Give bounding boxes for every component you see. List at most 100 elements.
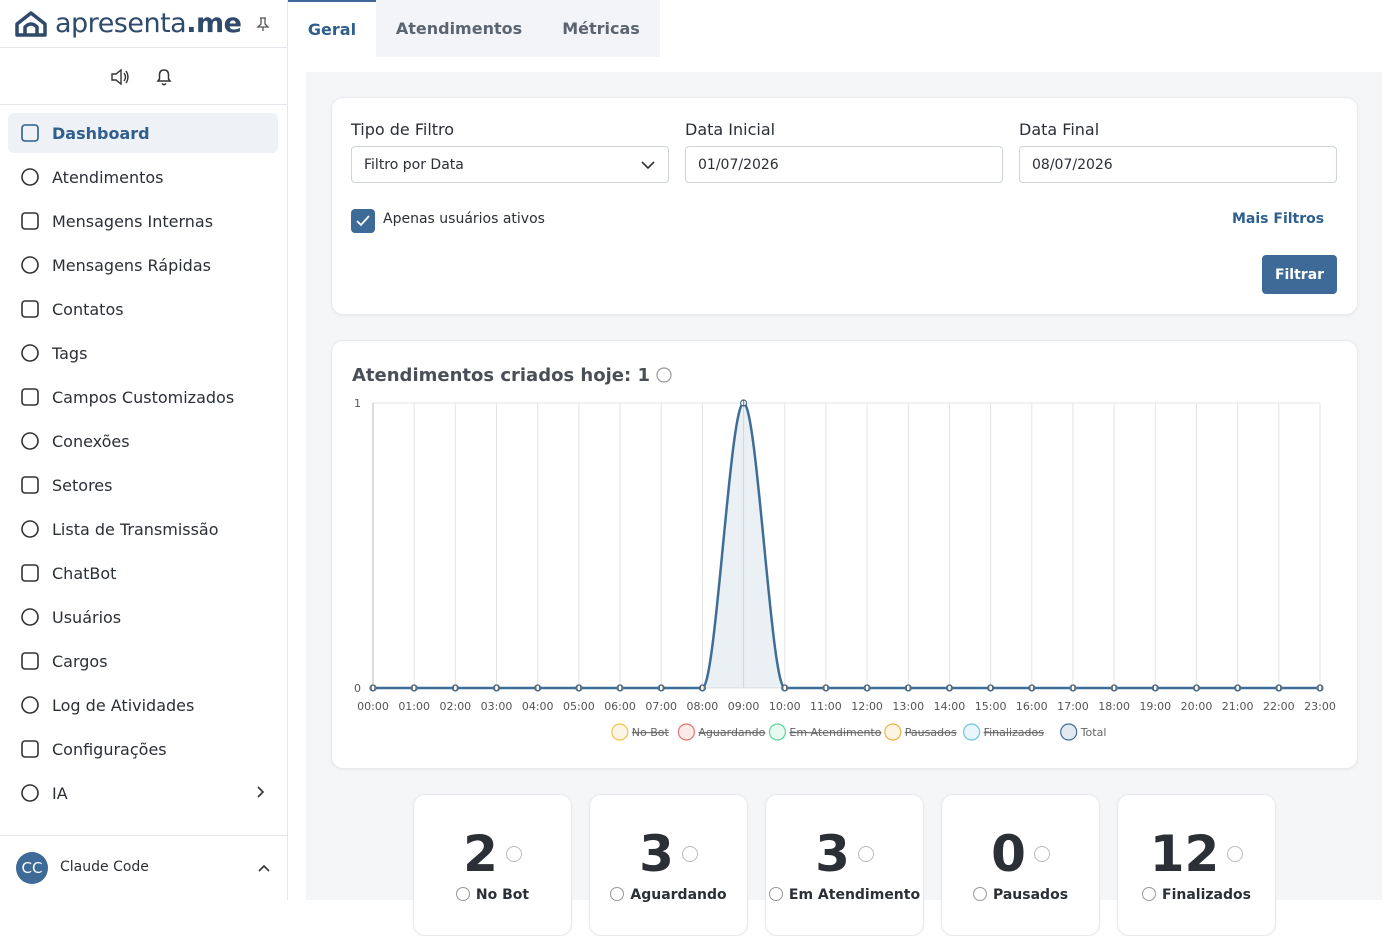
menu-label: Lista de Transmissão bbox=[52, 519, 219, 539]
data-label: 0 bbox=[700, 684, 706, 694]
menu-item[interactable]: Mensagens Rápidas bbox=[8, 245, 278, 285]
menu-item[interactable]: IA bbox=[8, 773, 278, 813]
stat-row: 3 bbox=[590, 825, 747, 883]
menu-item[interactable]: Setores bbox=[8, 465, 278, 505]
divider bbox=[0, 47, 287, 48]
stat-value: 0 bbox=[991, 825, 1026, 883]
stat-icon bbox=[1033, 846, 1050, 862]
area bbox=[373, 403, 1320, 688]
chevron-right bbox=[257, 786, 265, 798]
tab[interactable]: Atendimentos bbox=[376, 0, 542, 57]
menu-icon bbox=[21, 520, 39, 538]
checkbox[interactable] bbox=[351, 209, 375, 233]
data-label: 0 bbox=[1276, 684, 1282, 694]
data-label: 0 bbox=[1235, 684, 1241, 694]
menu-label: Mensagens Rápidas bbox=[52, 255, 211, 275]
menu-item[interactable]: Cargos bbox=[8, 641, 278, 681]
stat-row: 0 bbox=[942, 825, 1099, 883]
filter-button[interactable]: Filtrar bbox=[1262, 255, 1337, 294]
data-label: 0 bbox=[905, 684, 911, 694]
menu-item[interactable]: Atendimentos bbox=[8, 157, 278, 197]
x-tick-label: 19:00 bbox=[1139, 700, 1171, 713]
filter-card: Tipo de Filtro Filtro por Data Data Inic… bbox=[331, 97, 1358, 315]
logo-icon bbox=[15, 11, 47, 37]
bell-icon[interactable] bbox=[155, 67, 173, 87]
chart: Atendimentos criados hoje: 1 0 1 00:00 01:00… bbox=[352, 365, 1336, 741]
more-filters-link[interactable]: Mais Filtros bbox=[1232, 211, 1325, 227]
menu-label: IA bbox=[52, 783, 68, 803]
brand-suffix: .me bbox=[186, 8, 242, 39]
stat-icon bbox=[681, 846, 698, 862]
tab[interactable]: Métricas bbox=[542, 0, 660, 57]
menu-label: Configurações bbox=[52, 739, 167, 759]
menu-label: ChatBot bbox=[52, 563, 117, 583]
x-tick-label: 11:00 bbox=[810, 700, 842, 713]
filter-type-select[interactable]: Filtro por Data bbox=[351, 146, 669, 183]
divider bbox=[0, 835, 287, 836]
legend-marker bbox=[768, 723, 786, 741]
menu-icon bbox=[21, 212, 39, 230]
menu-item[interactable]: Log de Atividades bbox=[8, 685, 278, 725]
menu-item[interactable]: Mensagens Internas bbox=[8, 201, 278, 241]
point bbox=[575, 684, 583, 692]
point bbox=[1151, 684, 1159, 692]
data-label: 0 bbox=[1194, 684, 1200, 694]
menu-icon bbox=[21, 652, 39, 670]
menu-label: Dashboard bbox=[52, 123, 150, 143]
data-label: 0 bbox=[823, 684, 829, 694]
menu-item[interactable]: Configurações bbox=[8, 729, 278, 769]
check-mark bbox=[356, 215, 370, 227]
chevron-up[interactable] bbox=[257, 861, 271, 875]
stat-card: 12 Finalizados bbox=[1117, 794, 1276, 936]
tab[interactable]: Geral bbox=[288, 0, 376, 57]
point bbox=[657, 684, 665, 692]
point bbox=[822, 684, 830, 692]
menu-item[interactable]: Dashboard bbox=[8, 113, 278, 153]
point bbox=[987, 684, 995, 692]
point bbox=[369, 684, 377, 692]
legend-marker bbox=[1060, 723, 1078, 741]
legend-marker bbox=[884, 723, 902, 741]
legend-label: Aguardando bbox=[698, 726, 765, 739]
end-date-input[interactable]: 08/07/2026 bbox=[1019, 146, 1337, 183]
menu-icon bbox=[21, 740, 39, 758]
menu-icon bbox=[21, 256, 39, 274]
select-arrow bbox=[641, 161, 655, 170]
point bbox=[863, 684, 871, 692]
menu-icon bbox=[21, 564, 39, 582]
point bbox=[451, 684, 459, 692]
data-label: 0 bbox=[782, 684, 788, 694]
sidebar: apresenta.me Dashboard Atendimentos Mensag… bbox=[0, 0, 288, 900]
menu-item[interactable]: Campos Customizados bbox=[8, 377, 278, 417]
menu-item[interactable]: ChatBot bbox=[8, 553, 278, 593]
data-label: 0 bbox=[947, 684, 953, 694]
data-label: 0 bbox=[1070, 684, 1076, 694]
menu-item[interactable]: Conexões bbox=[8, 421, 278, 461]
data-label: 0 bbox=[658, 684, 664, 694]
data-label: 0 bbox=[452, 684, 458, 694]
avatar: CC bbox=[16, 852, 48, 884]
menu-item[interactable]: Lista de Transmissão bbox=[8, 509, 278, 549]
stat-label: Pausados bbox=[992, 887, 1069, 903]
pin-icon[interactable] bbox=[255, 16, 271, 32]
menu-icon bbox=[21, 388, 39, 406]
menu-item[interactable]: Tags bbox=[8, 333, 278, 373]
stat-label: Em Atendimento bbox=[788, 887, 921, 903]
sound-icon[interactable] bbox=[110, 68, 130, 86]
stat-row: 12 bbox=[1118, 825, 1275, 883]
menu-label: Setores bbox=[52, 475, 113, 495]
menu-item[interactable]: Usuários bbox=[8, 597, 278, 637]
menu-item[interactable]: Contatos bbox=[8, 289, 278, 329]
stat-card: 3 Em Atendimento bbox=[765, 794, 924, 936]
menu-icon bbox=[21, 608, 39, 626]
x-tick-label: 09:00 bbox=[728, 700, 760, 713]
legend-marker bbox=[611, 723, 629, 741]
data-label: 0 bbox=[494, 684, 500, 694]
menu-icon bbox=[21, 784, 39, 802]
data-label: 0 bbox=[864, 684, 870, 694]
start-date-input[interactable]: 01/07/2026 bbox=[685, 146, 1003, 183]
help-icon bbox=[610, 887, 625, 901]
point bbox=[1028, 684, 1036, 692]
menu-label: Conexões bbox=[52, 431, 130, 451]
point bbox=[534, 684, 542, 692]
